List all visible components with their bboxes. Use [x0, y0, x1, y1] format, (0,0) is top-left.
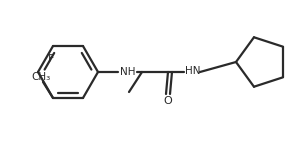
- Text: CH₃: CH₃: [31, 72, 51, 82]
- Text: NH: NH: [120, 67, 136, 77]
- Text: HN: HN: [185, 66, 201, 76]
- Text: O: O: [164, 96, 172, 106]
- Text: F: F: [48, 54, 54, 64]
